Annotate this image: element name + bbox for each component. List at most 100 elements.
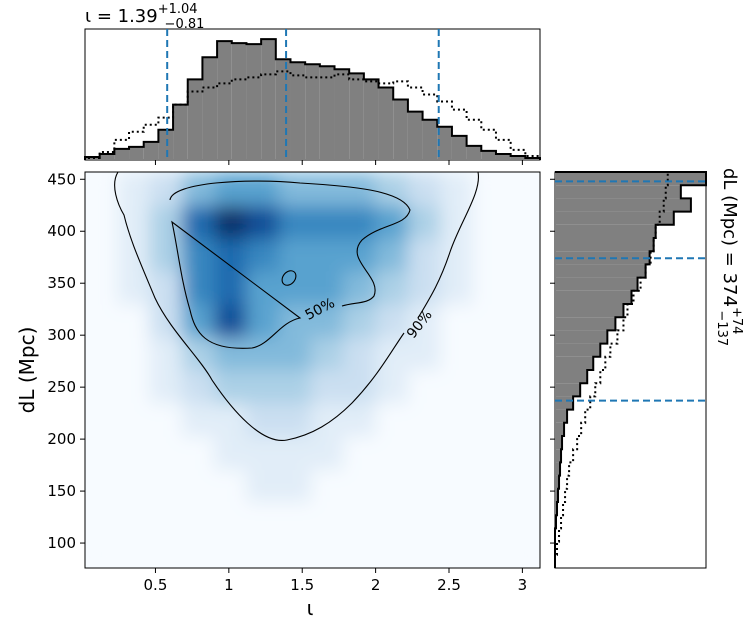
right-title: dL (Mpc) = 374+74−137 — [714, 168, 744, 346]
heat-cell — [504, 469, 540, 502]
heat-cell — [311, 402, 344, 437]
heat-cell — [504, 402, 540, 437]
heat-cell — [214, 304, 247, 338]
heat-cell — [181, 205, 215, 240]
y-tick-label: 150 — [47, 482, 76, 500]
right-bar — [555, 383, 581, 397]
heat-cell — [504, 172, 540, 206]
heat-cell — [149, 402, 183, 437]
heat-cell — [246, 469, 280, 502]
heat-cell — [407, 337, 441, 370]
x-tick-label: 0.5 — [144, 576, 168, 594]
right-bar — [555, 198, 691, 212]
heat-cell — [375, 238, 409, 272]
heat-cell — [117, 172, 151, 206]
heat-cell — [472, 469, 506, 502]
heat-cell — [407, 172, 441, 206]
heat-cell — [214, 402, 247, 437]
heat-cell — [214, 436, 247, 470]
label-upper: +74 — [729, 307, 744, 334]
right-bar — [555, 224, 656, 238]
x-tick-label: 1.5 — [290, 576, 314, 594]
heat-cell — [117, 369, 151, 404]
heat-cell — [246, 172, 280, 206]
heat-cell — [85, 469, 118, 502]
heat-cell — [311, 469, 344, 502]
heat-cell — [440, 534, 473, 568]
heat-cell — [504, 205, 540, 240]
heat-cell — [375, 369, 409, 404]
right-bar — [555, 211, 674, 225]
heat-cell — [85, 205, 118, 240]
x-tick-label: 1 — [224, 576, 234, 594]
heat-cell — [504, 238, 540, 272]
heat-cell — [407, 534, 441, 568]
heat-cell — [504, 436, 540, 470]
heat-cell — [343, 469, 377, 502]
heat-cell — [343, 270, 377, 305]
heat-cell — [214, 337, 247, 370]
heat-cell — [278, 304, 312, 338]
heat-cell — [181, 172, 215, 206]
right-bar — [555, 356, 594, 370]
heat-cell — [149, 501, 183, 536]
heat-cell — [440, 369, 473, 404]
right-bar — [555, 317, 616, 331]
heat-cell — [504, 270, 540, 305]
top-bar — [393, 99, 408, 160]
heat-cell — [407, 304, 441, 338]
y-axis-label: dL (Mpc) — [15, 327, 39, 414]
contours — [114, 172, 480, 441]
heat-cell — [246, 402, 280, 437]
top-bar — [261, 39, 276, 161]
top-bar — [246, 44, 262, 160]
x-tick-label: 3 — [518, 576, 528, 594]
heat-cell — [117, 304, 151, 338]
heat-cell — [440, 469, 473, 502]
heat-cell — [343, 369, 377, 404]
right-bar — [555, 343, 601, 357]
label-lower: −137 — [714, 310, 729, 346]
heat-cell — [311, 337, 344, 370]
top-bar — [187, 79, 203, 160]
heat-cell — [375, 337, 409, 370]
x-axis-label: ι — [307, 596, 314, 620]
heat-cell — [311, 501, 344, 536]
heat-cell — [85, 534, 118, 568]
heat-cell — [472, 270, 506, 305]
heat-cell — [278, 534, 312, 568]
right-bar — [555, 422, 565, 436]
heat-cell — [504, 501, 540, 536]
heat-cell — [278, 172, 312, 206]
heat-cell — [117, 402, 151, 437]
label-prefix: dL (Mpc) = — [719, 168, 740, 273]
heat-cell — [246, 436, 280, 470]
top-bar — [114, 148, 130, 160]
heat-cell — [472, 238, 506, 272]
heat-cell — [117, 469, 151, 502]
heat-cell — [181, 469, 215, 502]
heat-cell — [343, 337, 377, 370]
heat-cell — [343, 402, 377, 437]
top-bar — [231, 43, 247, 160]
heat-cell — [214, 469, 247, 502]
top-bar — [143, 141, 159, 160]
heat-cell — [181, 402, 215, 437]
heat-cell — [278, 469, 312, 502]
y-tick-label: 200 — [47, 430, 76, 448]
heat-cell — [181, 436, 215, 470]
right-bar — [555, 185, 681, 199]
heat-cell — [149, 534, 183, 568]
heat-cell — [343, 304, 377, 338]
heat-cell — [407, 369, 441, 404]
heat-cell — [278, 369, 312, 404]
heat-cell — [246, 337, 280, 370]
top-bar — [378, 87, 394, 160]
right-bar — [555, 277, 638, 291]
top-bar — [495, 153, 511, 160]
heat-cell — [85, 369, 118, 404]
top-bar — [202, 57, 218, 160]
top-bar — [129, 146, 144, 160]
y-tick-label: 100 — [47, 534, 76, 552]
